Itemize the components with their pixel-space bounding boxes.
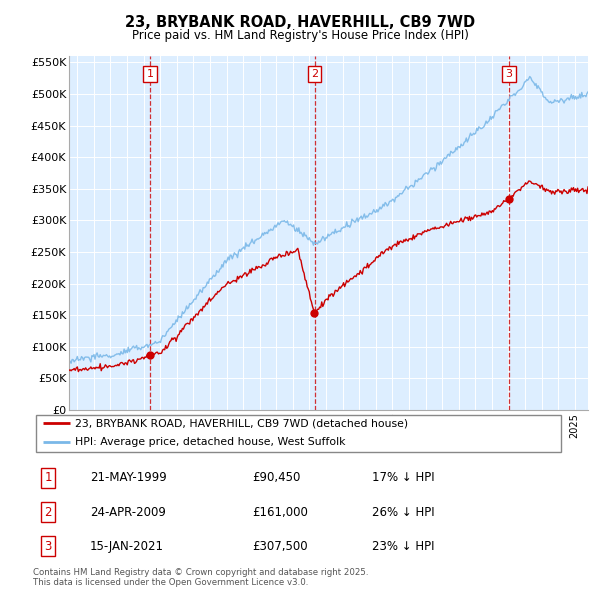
Text: 26% ↓ HPI: 26% ↓ HPI bbox=[372, 506, 434, 519]
Text: £161,000: £161,000 bbox=[252, 506, 308, 519]
Text: Contains HM Land Registry data © Crown copyright and database right 2025.
This d: Contains HM Land Registry data © Crown c… bbox=[33, 568, 368, 587]
Text: £307,500: £307,500 bbox=[252, 540, 308, 553]
Text: 23, BRYBANK ROAD, HAVERHILL, CB9 7WD (detached house): 23, BRYBANK ROAD, HAVERHILL, CB9 7WD (de… bbox=[76, 418, 409, 428]
Text: 21-MAY-1999: 21-MAY-1999 bbox=[90, 471, 167, 484]
Text: 2: 2 bbox=[311, 69, 318, 78]
Text: 3: 3 bbox=[506, 69, 512, 78]
Text: 17% ↓ HPI: 17% ↓ HPI bbox=[372, 471, 434, 484]
Text: 23, BRYBANK ROAD, HAVERHILL, CB9 7WD: 23, BRYBANK ROAD, HAVERHILL, CB9 7WD bbox=[125, 15, 475, 30]
Text: Price paid vs. HM Land Registry's House Price Index (HPI): Price paid vs. HM Land Registry's House … bbox=[131, 30, 469, 42]
Text: HPI: Average price, detached house, West Suffolk: HPI: Average price, detached house, West… bbox=[76, 437, 346, 447]
Text: 3: 3 bbox=[44, 540, 52, 553]
FancyBboxPatch shape bbox=[35, 415, 562, 451]
Text: 1: 1 bbox=[44, 471, 52, 484]
Text: 24-APR-2009: 24-APR-2009 bbox=[90, 506, 166, 519]
Text: 15-JAN-2021: 15-JAN-2021 bbox=[90, 540, 164, 553]
Text: £90,450: £90,450 bbox=[252, 471, 301, 484]
Text: 23% ↓ HPI: 23% ↓ HPI bbox=[372, 540, 434, 553]
Text: 2: 2 bbox=[44, 506, 52, 519]
Text: 1: 1 bbox=[146, 69, 154, 78]
